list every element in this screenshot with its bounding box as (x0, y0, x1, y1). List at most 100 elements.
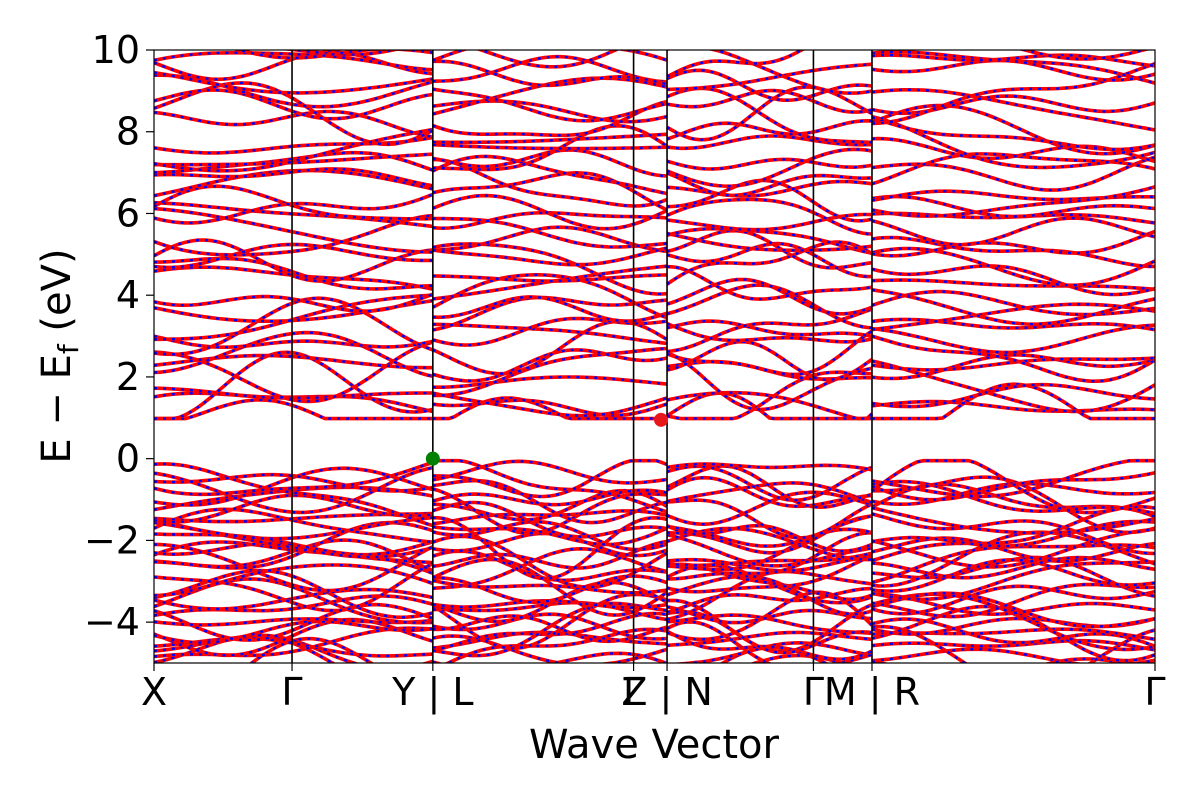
band-line-blue (666, 232, 873, 252)
band-line-blue (871, 59, 1155, 82)
band-line-blue (432, 392, 668, 417)
band-line-blue (154, 167, 434, 187)
band-line-blue (666, 591, 873, 641)
band-line-blue (666, 171, 873, 197)
band-line-blue (666, 180, 873, 198)
x-tick-label: Γ (623, 670, 644, 714)
band-line-blue (871, 471, 1155, 501)
band-line-blue (432, 631, 668, 650)
band-line-blue (432, 155, 668, 195)
band-line-blue (871, 324, 1155, 354)
band-line-red (666, 329, 873, 377)
band-line-red (871, 657, 1145, 663)
band-line-blue (666, 229, 873, 269)
band-line-blue (154, 494, 433, 524)
band-line-blue (871, 639, 1155, 652)
band-line-blue (154, 296, 434, 356)
band-line-blue (154, 486, 434, 511)
band-line-blue (871, 459, 1155, 514)
band-line-blue (666, 556, 873, 572)
band-line-blue (154, 563, 434, 597)
x-tick-label: Z | N (621, 670, 712, 715)
band-line-blue (871, 356, 1155, 372)
band-line-blue (154, 466, 434, 514)
band-line-blue (154, 516, 433, 540)
band-line-blue (871, 290, 1155, 316)
band-line-blue (666, 613, 873, 635)
band-line-blue (666, 575, 873, 616)
band-line-blue (154, 466, 434, 507)
y-tick-label: 2 (116, 355, 140, 399)
band-line-blue (432, 88, 668, 123)
band-line-blue (871, 137, 1155, 163)
band-line-blue (666, 462, 873, 471)
band-edge-markers (425, 412, 669, 466)
band-line-blue (666, 499, 873, 539)
x-tick-label: Γ (281, 670, 302, 714)
band-line-red (871, 506, 1155, 535)
band-line-red (431, 273, 668, 320)
band-line-blue (666, 599, 873, 653)
band-line-blue (666, 265, 873, 301)
band-line-red (232, 50, 434, 60)
band-line-blue (432, 579, 668, 594)
band-line-blue (154, 214, 433, 257)
band-line-red (432, 546, 668, 591)
band-line-blue (432, 558, 668, 617)
band-line-blue (432, 593, 668, 650)
band-line-blue (666, 284, 873, 330)
band-line-blue (666, 370, 873, 420)
band-line-red (666, 531, 873, 581)
band-line-blue (432, 487, 668, 535)
band-line-red (666, 532, 873, 568)
x-axis-label: Wave Vector (529, 722, 780, 768)
band-line-blue (666, 198, 873, 236)
x-tick-label: M | R (824, 670, 920, 715)
band-line-blue (871, 583, 1155, 618)
band-line-blue (677, 641, 873, 663)
band-line-blue (154, 603, 434, 642)
band-line-blue (666, 158, 873, 171)
band-line-red (871, 530, 1155, 588)
band-line-red (666, 527, 873, 572)
band-line-blue (432, 602, 668, 657)
band-line-blue (154, 521, 434, 570)
band-line-red (667, 22, 872, 41)
band-line-blue (154, 569, 434, 619)
band-line-blue (666, 148, 873, 188)
band-line-blue (154, 512, 433, 523)
band-line-blue (432, 520, 668, 551)
band-line-blue (432, 246, 668, 266)
band-line-blue (154, 577, 433, 624)
band-line-blue (871, 353, 1155, 380)
band-line-blue (154, 201, 433, 228)
band-line-blue (666, 554, 873, 593)
band-line-blue (432, 124, 668, 171)
band-line-blue (432, 99, 668, 123)
band-line-blue (432, 399, 668, 417)
band-line-blue (666, 240, 873, 286)
band-line-blue (871, 288, 1155, 326)
band-line-blue (154, 387, 433, 400)
band-line-blue (154, 88, 433, 120)
band-line-blue (871, 560, 1155, 601)
band-line-blue (154, 462, 434, 527)
band-line-red (432, 580, 668, 624)
band-line-blue (432, 459, 668, 498)
band-line-blue (432, 489, 668, 522)
band-line-blue (154, 110, 434, 139)
band-line-blue (154, 169, 434, 197)
band-line-blue (154, 540, 434, 556)
y-tick-label: −4 (84, 600, 140, 644)
y-tick-label: 8 (116, 110, 140, 154)
band-line-blue (432, 133, 668, 144)
band-line-blue (432, 171, 668, 212)
band-line-red (871, 624, 1155, 663)
band-line-red (871, 512, 1155, 556)
band-line-blue (871, 558, 1155, 593)
band-line-blue (871, 185, 1155, 218)
band-line-red (666, 620, 873, 663)
band-line-blue (666, 481, 873, 504)
band-line-blue (871, 359, 1155, 413)
